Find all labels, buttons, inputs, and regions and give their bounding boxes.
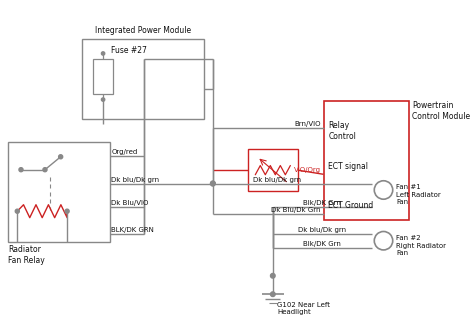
- Circle shape: [101, 52, 105, 55]
- Text: ECT signal: ECT signal: [328, 161, 368, 171]
- Text: Blk/DK Grn: Blk/DK Grn: [303, 200, 341, 206]
- Bar: [8, 142, 109, 242]
- Circle shape: [374, 231, 393, 250]
- Circle shape: [65, 209, 69, 213]
- Bar: [82, 39, 204, 119]
- Bar: [93, 59, 113, 94]
- Text: Brn/VIO: Brn/VIO: [294, 121, 321, 127]
- Circle shape: [43, 168, 47, 172]
- Text: Powertrain
Control Module: Powertrain Control Module: [412, 101, 470, 121]
- Circle shape: [19, 168, 23, 172]
- Circle shape: [374, 181, 393, 199]
- Bar: [248, 149, 298, 191]
- Text: Fan #2
Right Radiator
Fan: Fan #2 Right Radiator Fan: [396, 235, 447, 256]
- Text: Dk Blu/VIO: Dk Blu/VIO: [111, 200, 149, 206]
- Text: M: M: [380, 186, 387, 195]
- Text: Dk Blu/Dk Grn: Dk Blu/Dk Grn: [271, 207, 321, 213]
- Text: VIO/Org: VIO/Org: [294, 167, 321, 173]
- Text: Dk blu/Dk grn: Dk blu/Dk grn: [254, 177, 301, 183]
- Text: Fan #1
Left Radiator
Fan: Fan #1 Left Radiator Fan: [396, 185, 441, 206]
- Text: Radiator
Fan Relay: Radiator Fan Relay: [8, 245, 45, 265]
- Text: Dk blu/Dk grn: Dk blu/Dk grn: [298, 227, 346, 233]
- Text: M: M: [380, 236, 387, 245]
- Circle shape: [271, 292, 275, 296]
- Text: Dk blu/Dk grn: Dk blu/Dk grn: [111, 177, 160, 183]
- Text: G102 Near Left
Headlight: G102 Near Left Headlight: [277, 301, 330, 315]
- Circle shape: [210, 181, 215, 186]
- Circle shape: [101, 98, 105, 101]
- Bar: [324, 101, 410, 220]
- Circle shape: [271, 274, 275, 278]
- Text: ECT Ground: ECT Ground: [328, 201, 374, 210]
- Circle shape: [210, 181, 215, 186]
- Text: Fuse #27: Fuse #27: [111, 46, 147, 55]
- Text: BLK/DK GRN: BLK/DK GRN: [111, 227, 154, 233]
- Circle shape: [15, 209, 19, 213]
- Text: Blk/DK Grn: Blk/DK Grn: [303, 241, 341, 247]
- Text: Relay
Control: Relay Control: [328, 121, 356, 141]
- Text: Org/red: Org/red: [111, 149, 137, 155]
- Circle shape: [59, 155, 63, 159]
- Text: Integrated Power Module: Integrated Power Module: [95, 26, 191, 35]
